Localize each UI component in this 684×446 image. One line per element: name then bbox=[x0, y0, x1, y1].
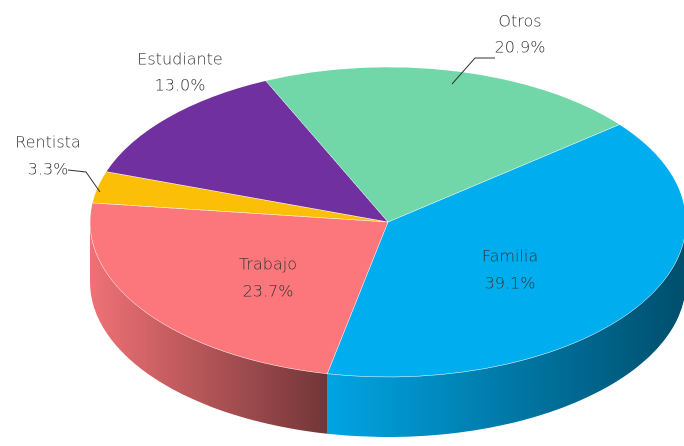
category-label: Otros bbox=[498, 12, 541, 31]
value-label: 23.7% bbox=[243, 282, 294, 301]
category-label: Trabajo bbox=[239, 255, 297, 274]
category-label: Rentista bbox=[15, 133, 81, 152]
value-label: 13.0% bbox=[155, 76, 206, 95]
leader-lines bbox=[67, 57, 495, 193]
labels: Familia 39.1% Trabajo 23.7% Rentista 3.3% Estu… bbox=[15, 12, 545, 301]
pie-slice bbox=[326, 124, 684, 378]
pie-side-shade bbox=[327, 239, 684, 437]
value-label: 39.1% bbox=[485, 274, 536, 293]
value-label: 3.3% bbox=[28, 160, 69, 179]
leader-line bbox=[451, 57, 495, 85]
value-label: 20.9% bbox=[495, 38, 546, 57]
pie-slice bbox=[89, 202, 389, 375]
pie-top bbox=[89, 66, 684, 378]
pie-slice bbox=[105, 80, 389, 223]
category-label: Estudiante bbox=[137, 50, 223, 69]
category-label: Familia bbox=[482, 247, 538, 266]
pie-sides bbox=[90, 222, 684, 437]
pie-slice bbox=[265, 66, 621, 223]
pie-side-shade bbox=[90, 222, 328, 434]
leader-line bbox=[67, 169, 101, 193]
